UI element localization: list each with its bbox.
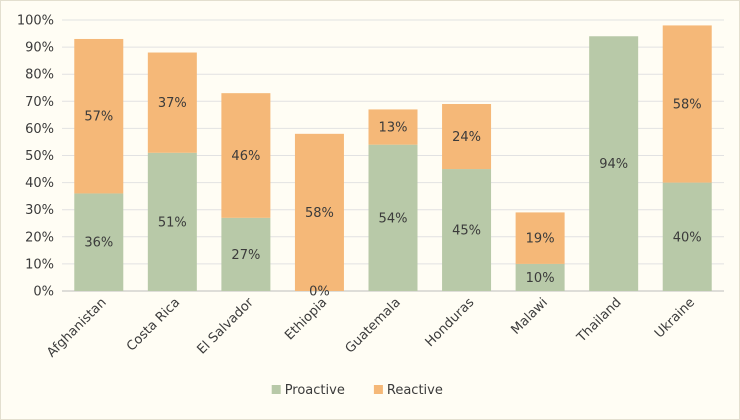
bar-proactive [442, 169, 492, 291]
bar-proactive [221, 217, 271, 291]
x-tick-label: Guatemala [343, 295, 404, 356]
legend-label-reactive: Reactive [387, 383, 443, 398]
x-tick-label: Afghanistan [44, 295, 109, 360]
x-tick-label: Ukraine [652, 295, 698, 341]
data-label-reactive: 58% [673, 98, 702, 113]
bar-proactive [589, 36, 639, 292]
x-tick-label: Honduras [423, 295, 478, 350]
data-label-reactive: 19% [526, 232, 555, 247]
y-tick-label: 30% [25, 203, 54, 218]
bar-reactive [147, 52, 197, 153]
legend-label-proactive: Proactive [285, 383, 345, 398]
data-label-proactive: 36% [84, 236, 113, 251]
bar-proactive [368, 144, 418, 291]
bar-reactive [294, 133, 344, 291]
y-tick-label: 100% [17, 14, 54, 29]
bar-reactive [515, 212, 565, 264]
bar-reactive [662, 25, 712, 183]
y-tick-label: 60% [25, 122, 54, 137]
x-tick-label: Malawi [509, 295, 551, 337]
data-label-proactive: 54% [379, 211, 408, 226]
legend-swatch-reactive [373, 385, 383, 394]
bar-proactive [74, 193, 124, 291]
data-label-proactive: 0% [309, 285, 330, 300]
data-label-reactive: 37% [158, 96, 187, 111]
legend-swatch-proactive [271, 385, 281, 394]
bar-reactive [221, 93, 271, 218]
data-label-proactive: 10% [526, 271, 555, 286]
bar-reactive [74, 38, 124, 194]
data-label-proactive: 51% [158, 215, 187, 230]
bar-proactive [147, 152, 197, 291]
data-label-proactive: 94% [599, 157, 628, 172]
bar-reactive [442, 104, 492, 170]
data-label-proactive: 40% [673, 230, 702, 245]
data-label-reactive: 57% [84, 110, 113, 125]
data-label-proactive: 45% [452, 224, 481, 239]
x-tick-label: El Salvador [194, 295, 257, 358]
data-label-reactive: 24% [452, 130, 481, 145]
x-tick-label: Thailand [574, 295, 625, 346]
y-tick-label: 10% [25, 257, 54, 272]
data-label-reactive: 13% [379, 121, 408, 136]
y-tick-label: 90% [25, 41, 54, 56]
bar-proactive [515, 263, 565, 291]
data-label-proactive: 27% [231, 248, 260, 263]
bar-proactive [662, 182, 712, 291]
y-tick-label: 40% [25, 176, 54, 191]
bar-reactive [368, 109, 418, 145]
y-tick-label: 50% [25, 149, 54, 164]
data-label-reactive: 58% [305, 206, 334, 221]
y-tick-label: 20% [25, 230, 54, 245]
data-label-reactive: 46% [231, 149, 260, 164]
y-tick-label: 0% [33, 285, 54, 300]
y-tick-label: 70% [25, 95, 54, 110]
x-tick-label: Costa Rica [124, 295, 183, 354]
x-tick-label: Ethiopia [282, 295, 330, 343]
y-tick-label: 80% [25, 68, 54, 83]
